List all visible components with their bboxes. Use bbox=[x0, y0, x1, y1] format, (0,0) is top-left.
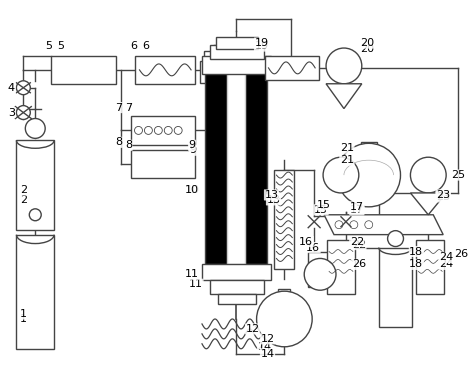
Text: 22: 22 bbox=[352, 240, 366, 250]
Bar bbox=[210, 45, 264, 59]
Text: 4: 4 bbox=[8, 83, 15, 93]
Circle shape bbox=[29, 209, 41, 221]
Bar bbox=[361, 142, 376, 177]
Text: 22: 22 bbox=[350, 237, 364, 247]
Text: 2: 2 bbox=[20, 185, 27, 195]
Text: 17: 17 bbox=[350, 205, 364, 215]
Text: 11: 11 bbox=[185, 269, 199, 279]
Text: 1: 1 bbox=[20, 309, 27, 319]
Circle shape bbox=[335, 221, 343, 229]
Text: 25: 25 bbox=[451, 170, 465, 180]
Text: 4: 4 bbox=[8, 83, 15, 93]
Text: 3: 3 bbox=[8, 108, 15, 118]
Polygon shape bbox=[410, 193, 446, 215]
Circle shape bbox=[16, 106, 30, 119]
Bar bbox=[245, 71, 266, 265]
Circle shape bbox=[16, 81, 30, 95]
Circle shape bbox=[174, 127, 182, 134]
Text: 13: 13 bbox=[266, 195, 281, 205]
Text: 21: 21 bbox=[340, 143, 354, 153]
Bar bbox=[131, 150, 195, 178]
Text: 26: 26 bbox=[454, 249, 468, 259]
Polygon shape bbox=[326, 84, 362, 109]
Text: 6: 6 bbox=[130, 41, 137, 51]
Circle shape bbox=[326, 48, 362, 84]
Text: 26: 26 bbox=[352, 259, 366, 269]
Bar bbox=[327, 240, 355, 294]
Bar bbox=[210, 280, 264, 294]
Bar bbox=[202, 265, 272, 280]
Text: 8: 8 bbox=[125, 140, 132, 150]
Circle shape bbox=[257, 291, 312, 347]
Text: 3: 3 bbox=[8, 108, 15, 118]
Bar bbox=[227, 71, 245, 265]
Text: 12: 12 bbox=[260, 334, 274, 344]
Text: 15: 15 bbox=[317, 200, 331, 210]
Text: 16: 16 bbox=[306, 243, 320, 253]
Bar bbox=[204, 51, 214, 63]
Text: 14: 14 bbox=[258, 342, 272, 352]
Text: 15: 15 bbox=[314, 205, 328, 215]
Circle shape bbox=[388, 231, 403, 247]
Circle shape bbox=[350, 221, 358, 229]
Bar bbox=[202, 56, 272, 74]
Polygon shape bbox=[324, 215, 443, 234]
Text: 9: 9 bbox=[189, 145, 196, 155]
Circle shape bbox=[337, 143, 400, 207]
Text: 5: 5 bbox=[57, 41, 64, 51]
Bar bbox=[51, 56, 116, 84]
Bar bbox=[274, 170, 294, 269]
Text: 1: 1 bbox=[20, 314, 27, 324]
Text: 6: 6 bbox=[142, 41, 149, 51]
Circle shape bbox=[410, 157, 446, 193]
Bar bbox=[200, 61, 218, 83]
Bar bbox=[308, 252, 332, 287]
Bar bbox=[216, 37, 258, 49]
Text: 9: 9 bbox=[188, 140, 196, 150]
Circle shape bbox=[340, 174, 342, 176]
Circle shape bbox=[365, 221, 373, 229]
Text: 17: 17 bbox=[350, 202, 364, 212]
Text: 24: 24 bbox=[439, 252, 453, 262]
Bar bbox=[416, 240, 444, 294]
Text: 13: 13 bbox=[265, 190, 278, 200]
Text: 5: 5 bbox=[46, 41, 53, 51]
Text: 11: 11 bbox=[189, 279, 203, 289]
Circle shape bbox=[304, 259, 336, 290]
Circle shape bbox=[144, 127, 152, 134]
Bar bbox=[265, 56, 319, 80]
Bar bbox=[278, 289, 290, 319]
Bar bbox=[135, 56, 195, 84]
Text: 23: 23 bbox=[436, 190, 450, 200]
Text: 24: 24 bbox=[439, 259, 453, 269]
Text: 21: 21 bbox=[340, 155, 354, 165]
Text: 23: 23 bbox=[436, 192, 450, 202]
Text: 14: 14 bbox=[260, 349, 274, 359]
Text: 10: 10 bbox=[186, 185, 200, 195]
Text: 12: 12 bbox=[245, 324, 260, 334]
Bar bbox=[131, 115, 195, 145]
Text: 18: 18 bbox=[409, 246, 423, 256]
Bar bbox=[379, 247, 412, 327]
Bar bbox=[218, 294, 256, 304]
Text: 10: 10 bbox=[185, 185, 199, 195]
Text: 18: 18 bbox=[409, 259, 423, 269]
Text: 8: 8 bbox=[115, 137, 122, 147]
Bar bbox=[205, 71, 227, 265]
Text: 20: 20 bbox=[360, 44, 374, 54]
Bar bbox=[16, 140, 54, 230]
Text: 19: 19 bbox=[254, 38, 269, 48]
Text: 20: 20 bbox=[360, 38, 374, 48]
Circle shape bbox=[164, 127, 172, 134]
Circle shape bbox=[154, 127, 162, 134]
Circle shape bbox=[25, 118, 45, 138]
Bar bbox=[16, 234, 54, 349]
Text: 2: 2 bbox=[20, 195, 27, 205]
Text: 16: 16 bbox=[299, 237, 313, 247]
Text: 7: 7 bbox=[115, 103, 122, 112]
Text: 19: 19 bbox=[254, 41, 269, 51]
Circle shape bbox=[323, 157, 359, 193]
Circle shape bbox=[134, 127, 142, 134]
Text: 7: 7 bbox=[125, 103, 132, 112]
